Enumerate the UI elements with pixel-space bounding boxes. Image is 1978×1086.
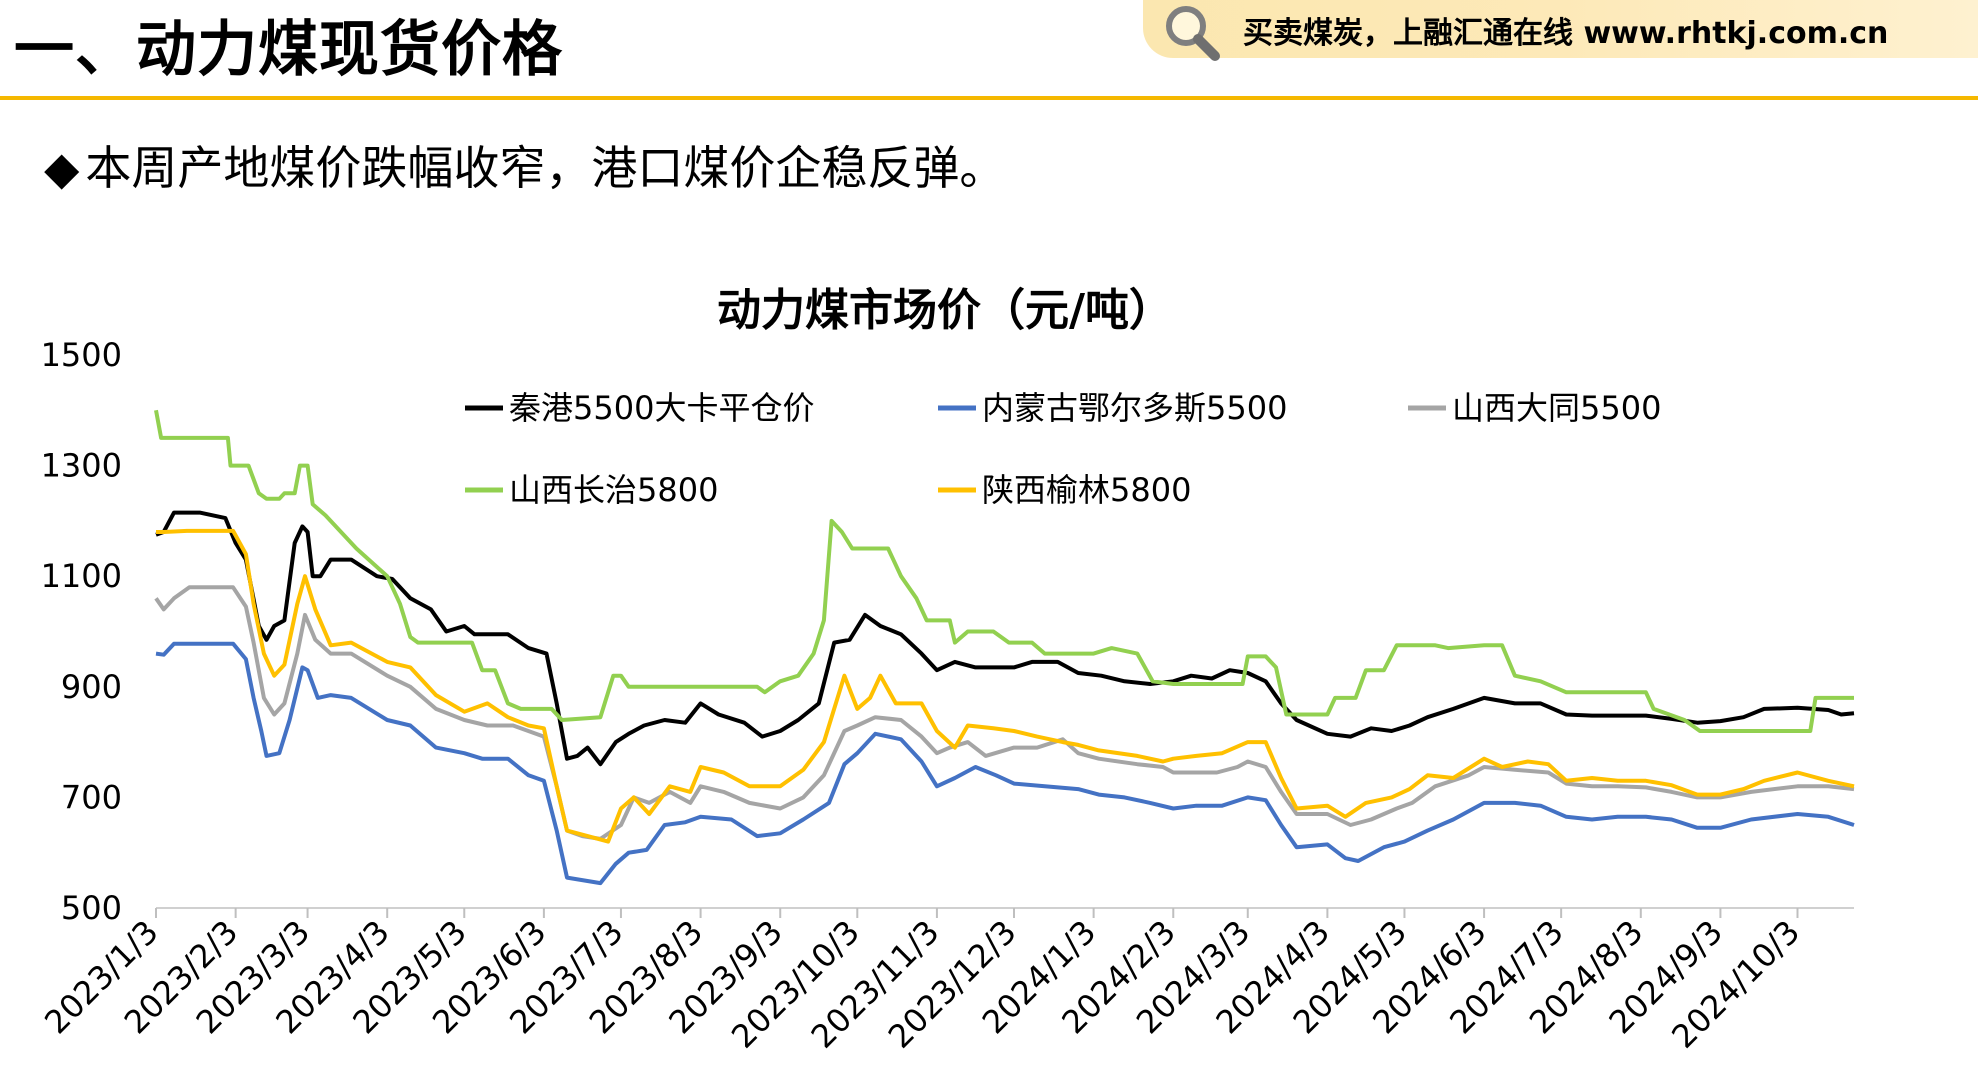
y-tick-label: 1100: [41, 557, 122, 595]
legend-label-2: 内蒙古鄂尔多斯5500: [982, 389, 1287, 427]
plot-area: 5007009001100130015002023/1/32023/2/3202…: [37, 336, 1855, 1056]
series-line-2: [155, 641, 1855, 886]
chart-title: 动力煤市场价（元/吨）: [717, 285, 1173, 336]
summary-line: ◆ 本周产地煤价跌幅收窄，港口煤价企稳反弹。: [44, 136, 1005, 200]
title-divider: [0, 96, 1978, 100]
y-tick-label: 700: [61, 778, 122, 816]
legend-label-4: 山西长治5800: [509, 471, 718, 509]
page-title: 一、动力煤现货价格: [14, 15, 563, 85]
website-banner[interactable]: 买卖煤炭，上融汇通在线 www.rhtkj.com.cn: [1143, 0, 1978, 61]
y-tick-label: 1500: [41, 336, 122, 374]
series-line-4: [154, 409, 1854, 733]
y-tick-label: 1300: [41, 447, 122, 485]
y-tick-label: 500: [61, 889, 122, 927]
legend-label-3: 山西大同5500: [1452, 389, 1661, 427]
series-line-3: [154, 585, 1855, 841]
legend-label-5: 陕西榆林5800: [982, 471, 1191, 509]
legend-label-1: 秦港5500大卡平仓价: [509, 389, 814, 427]
diamond-bullet-icon: ◆: [44, 141, 80, 195]
banner-text: 买卖煤炭，上融汇通在线 www.rhtkj.com.cn: [1243, 16, 1889, 51]
search-icon: [1166, 6, 1220, 61]
y-tick-label: 900: [61, 668, 122, 706]
summary-text: 本周产地煤价跌幅收窄，港口煤价企稳反弹。: [85, 141, 1006, 195]
series-line-5: [156, 528, 1855, 844]
series-line-1: [155, 510, 1855, 767]
